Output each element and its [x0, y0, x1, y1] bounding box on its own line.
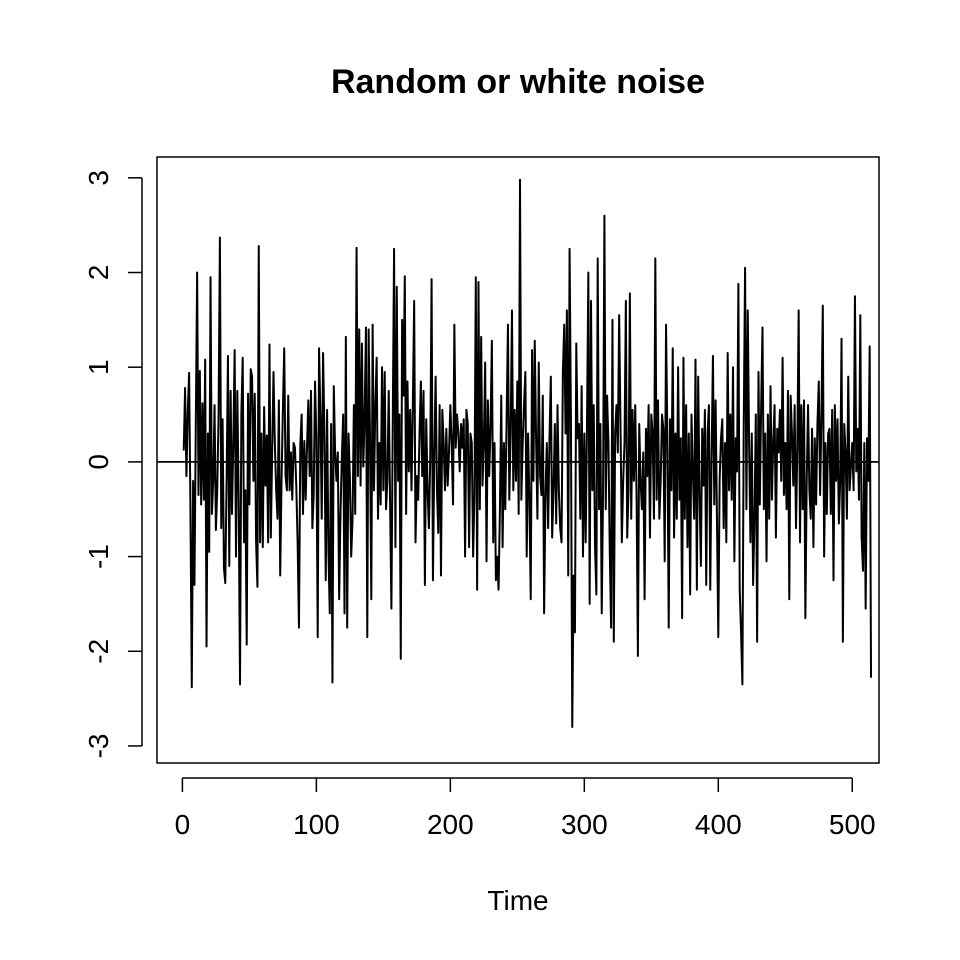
x-tick-label: 200: [427, 809, 474, 840]
y-tick-label: 1: [83, 359, 114, 375]
y-axis: -3 -2 -1 0 1 2 3: [83, 170, 142, 758]
x-tick-label: 100: [293, 809, 340, 840]
x-tick-label: 0: [175, 809, 191, 840]
y-tick-label: -1: [83, 544, 114, 569]
x-axis-label: Time: [487, 885, 548, 916]
y-tick-label: 2: [83, 265, 114, 281]
y-tick-label: 3: [83, 170, 114, 186]
x-tick-label: 500: [829, 809, 876, 840]
y-tick-label: 0: [83, 454, 114, 470]
x-tick-label: 400: [695, 809, 742, 840]
chart-title: Random or white noise: [331, 63, 705, 101]
y-tick-label: -2: [83, 639, 114, 664]
noise-series-line: [184, 180, 871, 727]
y-tick-label: -3: [83, 734, 114, 759]
x-axis: 0 100 200 300 400 500: [175, 778, 876, 840]
x-tick-label: 300: [561, 809, 608, 840]
